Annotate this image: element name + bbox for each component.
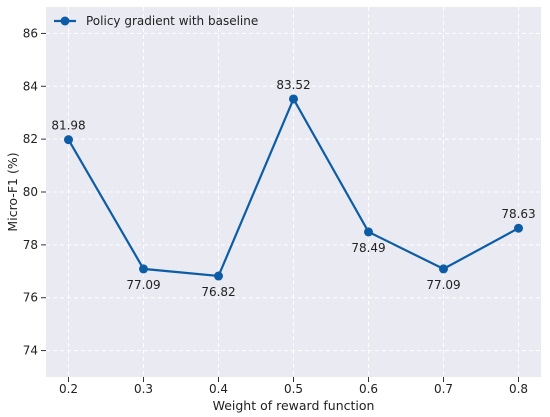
data-label: 81.98	[51, 119, 85, 133]
y-tick-label: 86	[23, 26, 38, 40]
data-label: 76.82	[201, 285, 235, 299]
grid-lines	[46, 7, 541, 377]
x-axis-label: Weight of reward function	[213, 398, 375, 413]
legend-label: Policy gradient with baseline	[86, 14, 258, 28]
data-point	[439, 264, 448, 274]
data-point	[364, 227, 373, 237]
x-tick-label: 0.6	[359, 382, 378, 396]
x-tick-label: 0.7	[434, 382, 453, 396]
x-tick-label: 0.4	[209, 382, 228, 396]
y-tick-label: 78	[23, 238, 38, 252]
legend: Policy gradient with baseline	[54, 14, 258, 28]
data-label: 83.52	[276, 78, 310, 92]
x-tick-label: 0.5	[284, 382, 303, 396]
y-axis-label: Micro-F1 (%)	[5, 152, 20, 231]
y-tick-label: 76	[23, 291, 38, 305]
data-point	[139, 264, 148, 274]
x-tick-label: 0.2	[59, 382, 78, 396]
y-tick-label: 74	[23, 344, 38, 358]
data-label: 77.09	[426, 278, 460, 292]
data-labels: 81.98 77.09 76.82 83.52 78.49 77.09 78.63	[51, 78, 535, 299]
data-point	[214, 271, 223, 281]
data-label: 77.09	[126, 278, 160, 292]
x-tick-label: 0.3	[134, 382, 153, 396]
data-point	[514, 223, 523, 233]
y-axis-ticks: 74 76 78 80 82 84 86	[23, 26, 46, 358]
x-axis-ticks: 0.2 0.3 0.4 0.5 0.6 0.7 0.8	[59, 377, 528, 396]
y-tick-label: 84	[23, 79, 38, 93]
legend-marker	[60, 16, 70, 26]
data-point	[64, 135, 73, 145]
y-tick-label: 80	[23, 185, 38, 199]
data-points	[64, 94, 523, 281]
data-label: 78.63	[501, 207, 535, 221]
data-point	[289, 94, 298, 104]
data-label: 78.49	[351, 241, 385, 255]
y-tick-label: 82	[23, 132, 38, 146]
x-tick-label: 0.8	[509, 382, 528, 396]
